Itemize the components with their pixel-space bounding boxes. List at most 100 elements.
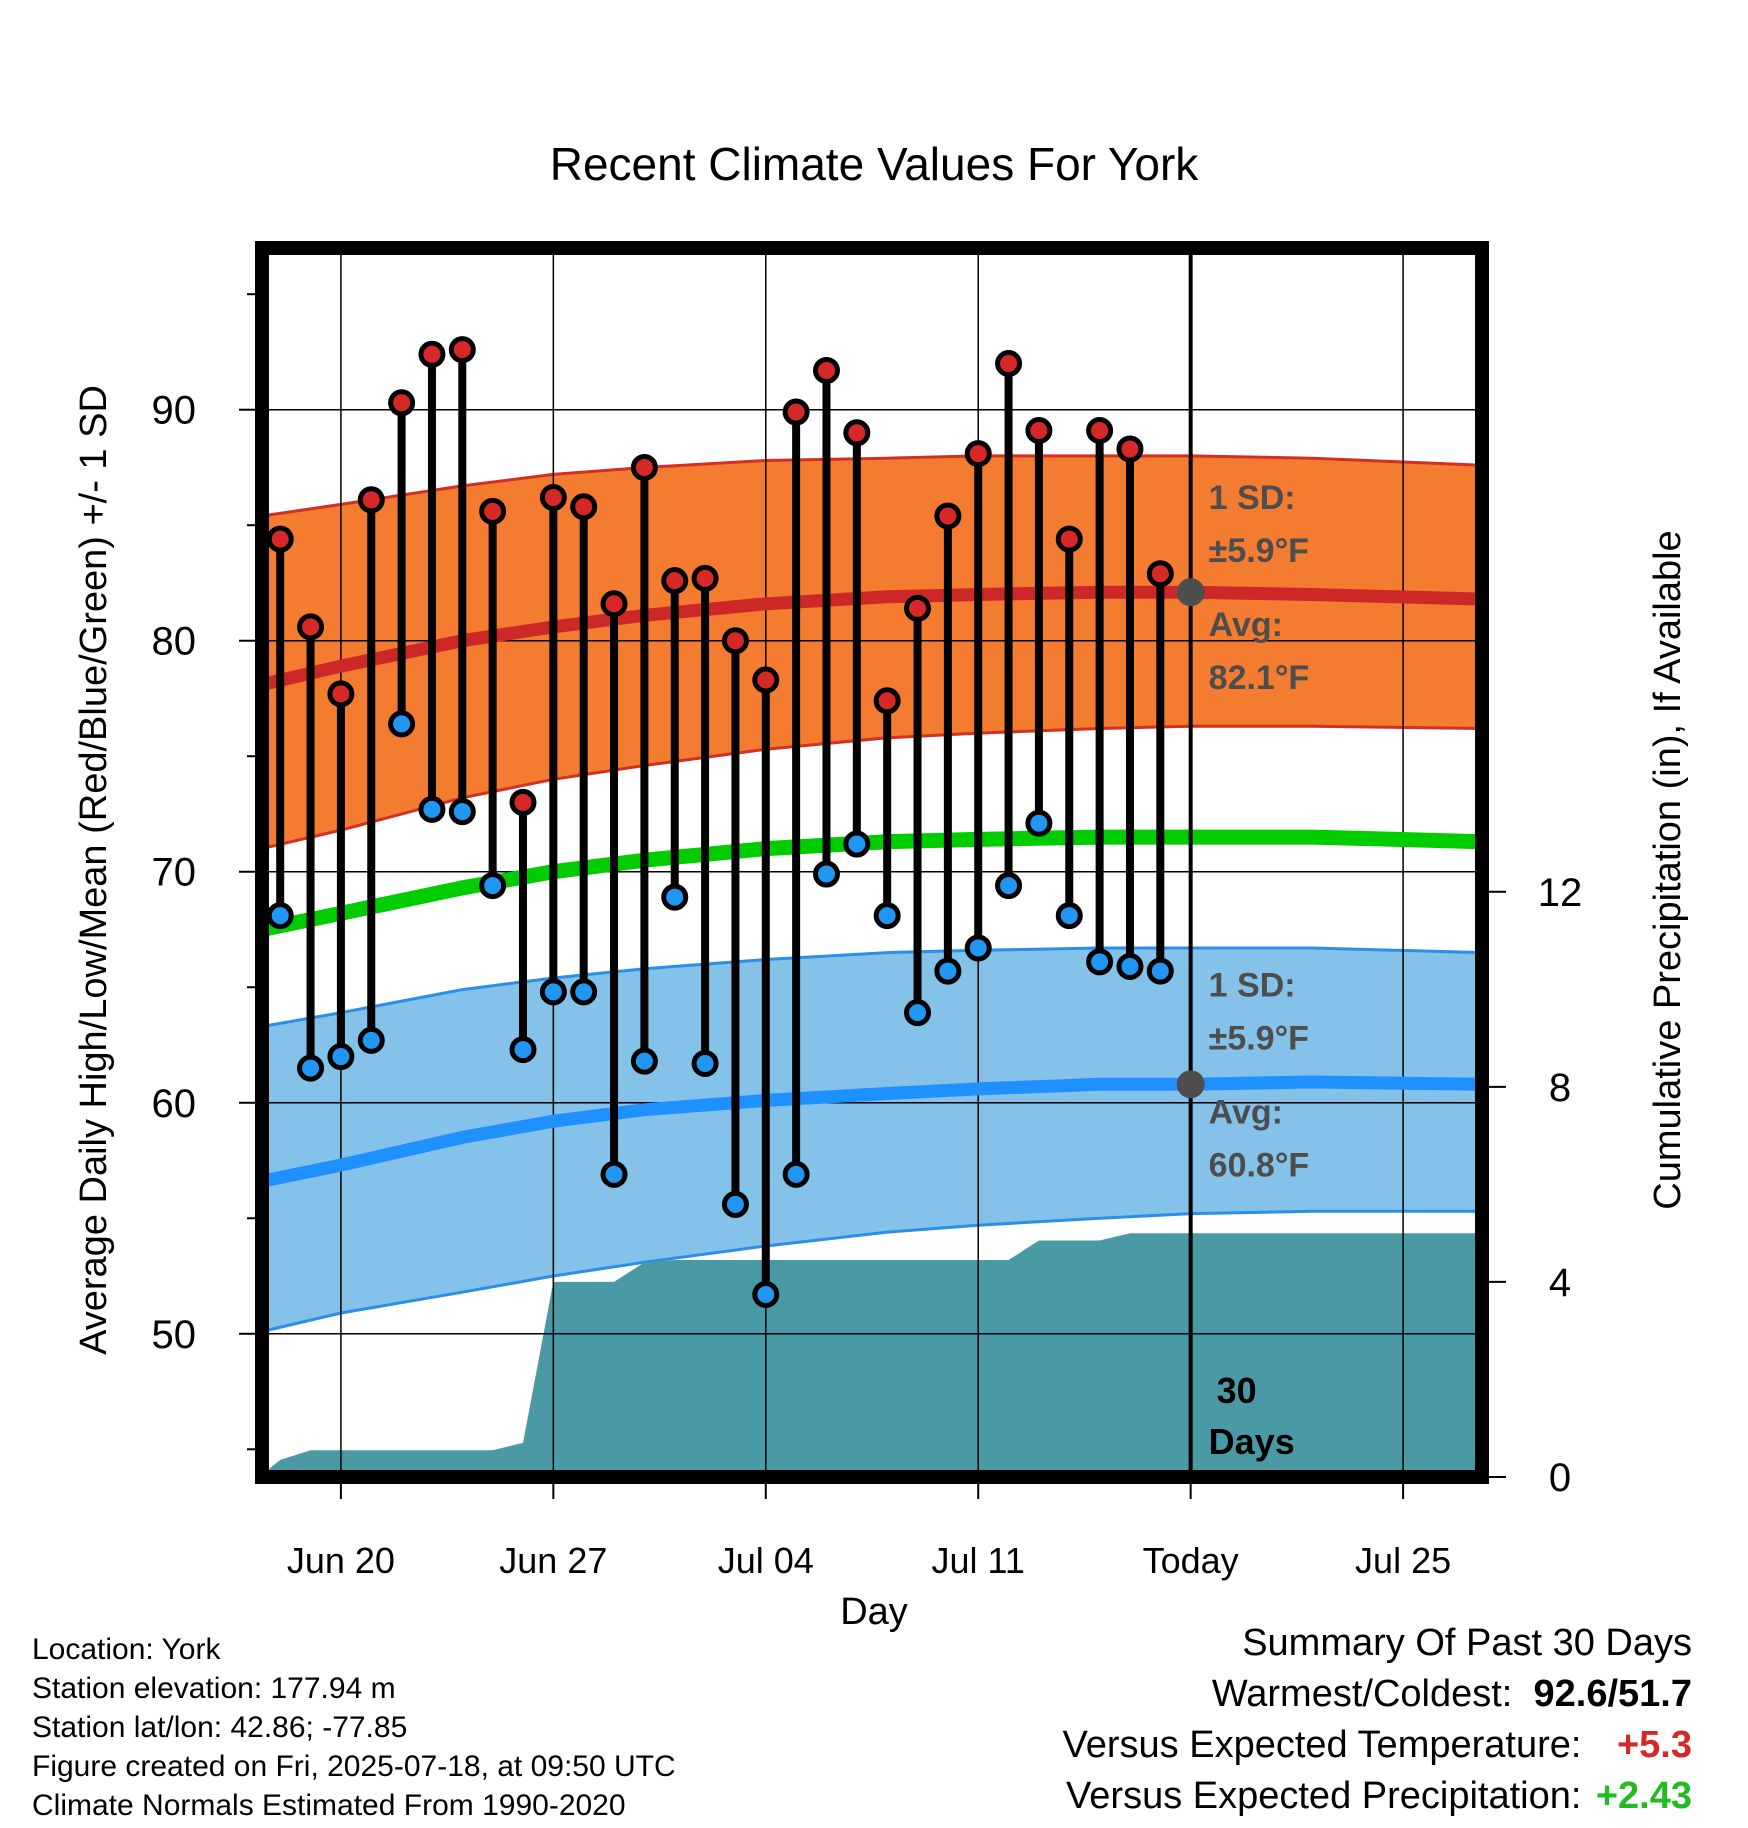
warmest-value: 92.6 xyxy=(1533,1673,1608,1715)
daily-low-point xyxy=(934,957,962,985)
daily-high-point xyxy=(539,483,567,511)
daily-high-point xyxy=(630,453,658,481)
warm-cold-label: Warmest/Coldest: xyxy=(1211,1673,1513,1715)
daily-high-point xyxy=(661,567,689,595)
high-sd-label: 1 SD: xyxy=(1209,479,1296,517)
y-right-tick-label: 4 xyxy=(1549,1261,1571,1305)
window-days-number: 30 xyxy=(1217,1370,1257,1411)
window-days-unit: Days xyxy=(1209,1421,1295,1462)
daily-high-point xyxy=(782,398,810,426)
daily-low-point xyxy=(721,1190,749,1218)
station-location: Location: York xyxy=(32,1633,221,1666)
high-sd-value: ±5.9°F xyxy=(1209,532,1309,570)
today-high-avg-marker xyxy=(1176,578,1205,607)
warm-cold-separator: / xyxy=(1607,1673,1619,1715)
station-elevation: Station elevation: 177.94 m xyxy=(32,1672,396,1705)
y-right-tick-label: 0 xyxy=(1549,1456,1571,1500)
daily-low-point xyxy=(1146,957,1174,985)
y-axis-right-label: Cumulative Precipitation (in), If Availa… xyxy=(1647,530,1689,1209)
daily-high-point xyxy=(448,336,476,364)
high-sd-band xyxy=(262,455,1482,849)
high-avg-value: 82.1°F xyxy=(1209,659,1310,697)
normal-low-line xyxy=(262,1075,1482,1188)
daily-low-point xyxy=(479,872,507,900)
daily-high-point xyxy=(752,666,780,694)
low-sd-band xyxy=(262,948,1482,1332)
daily-high-point xyxy=(479,497,507,525)
daily-high-point xyxy=(357,486,385,514)
daily-low-point xyxy=(661,883,689,911)
daily-high-point xyxy=(904,594,932,622)
daily-low-point xyxy=(509,1036,537,1064)
daily-low-point xyxy=(357,1026,385,1054)
today-low-avg-marker xyxy=(1176,1070,1205,1099)
daily-high-point xyxy=(843,419,871,447)
daily-high-point xyxy=(327,680,355,708)
daily-low-point xyxy=(539,978,567,1006)
precip-label: Versus Expected Precipitation: xyxy=(1066,1775,1582,1817)
y-axis-left-label: Average Daily High/Low/Mean (Red/Blue/Gr… xyxy=(73,385,115,1355)
daily-high-point xyxy=(570,493,598,521)
daily-high-point xyxy=(1116,435,1144,463)
x-tick-label: Jun 27 xyxy=(499,1540,607,1581)
low-avg-label: Avg: xyxy=(1209,1094,1283,1132)
x-tick-label: Jul 11 xyxy=(932,1540,1025,1581)
y-left-tick-label: 80 xyxy=(152,620,197,664)
daily-low-point xyxy=(964,934,992,962)
daily-low-point xyxy=(1025,809,1053,837)
daily-low-point xyxy=(418,795,446,823)
daily-low-point xyxy=(691,1049,719,1077)
daily-high-point xyxy=(418,340,446,368)
daily-high-point xyxy=(1025,417,1053,445)
x-axis-label: Day xyxy=(840,1591,908,1633)
summary-warm-cold: Warmest/Coldest: 92.6/51.7 xyxy=(1063,1669,1692,1720)
coldest-value: 51.7 xyxy=(1618,1673,1692,1715)
summary-panel: Summary Of Past 30 Days Warmest/Coldest:… xyxy=(1063,1618,1692,1822)
daily-low-point xyxy=(327,1043,355,1071)
daily-low-point xyxy=(570,978,598,1006)
daily-high-point xyxy=(995,350,1023,378)
daily-low-point xyxy=(600,1160,628,1188)
daily-high-point xyxy=(812,356,840,384)
daily-low-point xyxy=(812,860,840,888)
daily-high-point xyxy=(934,502,962,530)
x-tick-label: Jul 04 xyxy=(718,1540,814,1581)
plot-inner xyxy=(262,248,1482,1477)
precip-departure-value: +2.43 xyxy=(1595,1775,1692,1817)
y-left-tick-label: 50 xyxy=(152,1313,197,1357)
daily-high-point xyxy=(873,687,901,715)
daily-high-point xyxy=(721,627,749,655)
daily-high-point xyxy=(964,440,992,468)
station-latlon: Station lat/lon: 42.86; -77.85 xyxy=(32,1711,408,1744)
daily-low-point xyxy=(1055,902,1083,930)
station-info: Location: York Station elevation: 177.94… xyxy=(32,1630,676,1825)
plot-area: 1 SD: ±5.9°F Avg: 82.1°F 1 SD: ±5.9°F Avg: 60.8… xyxy=(152,241,1582,1581)
y-left-tick-label: 90 xyxy=(152,389,197,433)
climate-normals-period: Climate Normals Estimated From 1990-2020 xyxy=(32,1789,626,1822)
daily-low-point xyxy=(1116,952,1144,980)
daily-low-point xyxy=(388,710,416,738)
daily-low-point xyxy=(630,1047,658,1075)
figure-created: Figure created on Fri, 2025-07-18, at 09… xyxy=(32,1750,676,1783)
daily-low-point xyxy=(843,830,871,858)
daily-low-point xyxy=(904,999,932,1027)
daily-high-point xyxy=(691,564,719,592)
daily-high-point xyxy=(509,788,537,816)
low-avg-value: 60.8°F xyxy=(1209,1147,1310,1185)
summary-temp: Versus Expected Temperature: +5.3 xyxy=(1063,1720,1692,1771)
daily-low-point xyxy=(1086,948,1114,976)
low-sd-upper-edge xyxy=(262,946,1482,1028)
temp-departure-value: +5.3 xyxy=(1616,1724,1692,1766)
daily-low-point xyxy=(873,902,901,930)
low-sd-lower-edge xyxy=(262,1209,1482,1333)
daily-low-point xyxy=(782,1160,810,1188)
x-tick-label: Today xyxy=(1143,1540,1239,1581)
y-right-tick-label: 8 xyxy=(1549,1066,1571,1110)
cumulative-precip-area xyxy=(262,1233,1482,1477)
daily-high-point xyxy=(266,525,294,553)
daily-high-point xyxy=(600,590,628,618)
daily-high-point xyxy=(1146,560,1174,588)
summary-precip: Versus Expected Precipitation: +2.43 xyxy=(1063,1771,1692,1822)
daily-high-point xyxy=(297,613,325,641)
